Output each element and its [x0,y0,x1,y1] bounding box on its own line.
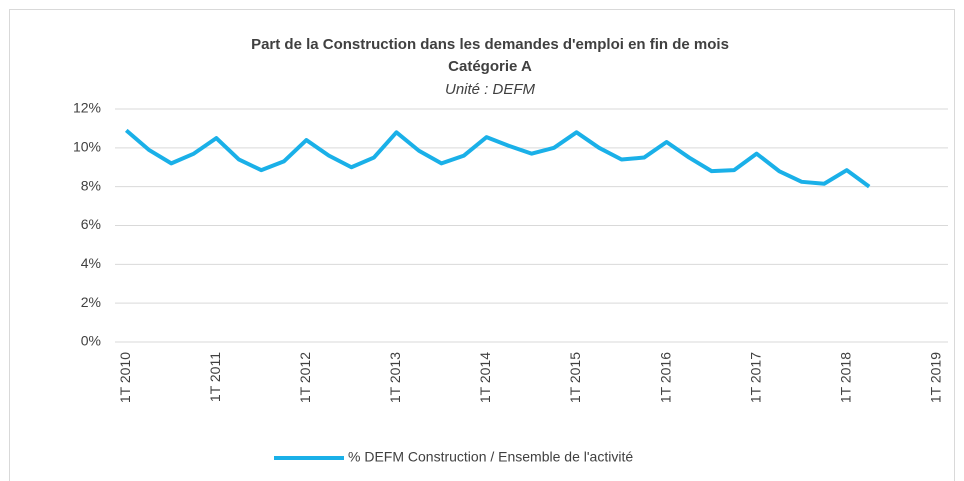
x-tick-label: 1T 2014 [477,352,493,403]
x-tick-label: 1T 2018 [837,352,853,403]
y-tick-label: 12% [73,100,101,116]
y-tick-label: 2% [81,294,101,310]
x-tick-label: 1T 2015 [567,352,583,403]
x-tick-label: 1T 2010 [117,352,133,403]
legend-label: % DEFM Construction / Ensemble de l'acti… [348,449,633,465]
x-tick-label: 1T 2019 [927,352,943,403]
y-tick-label: 8% [81,177,101,193]
x-tick-label: 1T 2017 [747,352,763,403]
y-tick-label: 0% [81,333,101,349]
unit-label: Unité : DEFM [445,81,536,98]
chart-subtitle: Catégorie A [448,58,532,75]
chart-frame [9,9,955,481]
x-tick-label: 1T 2012 [297,352,313,403]
chart-title: Part de la Construction dans les demande… [251,36,729,53]
x-tick-label: 1T 2016 [657,352,673,403]
data-line [124,128,871,189]
y-tick-label: 10% [73,139,101,155]
x-tick-label: 1T 2013 [387,352,403,403]
y-tick-label: 4% [81,255,101,271]
y-tick-label: 6% [81,216,101,232]
x-tick-label: 1T 2011 [207,352,223,402]
